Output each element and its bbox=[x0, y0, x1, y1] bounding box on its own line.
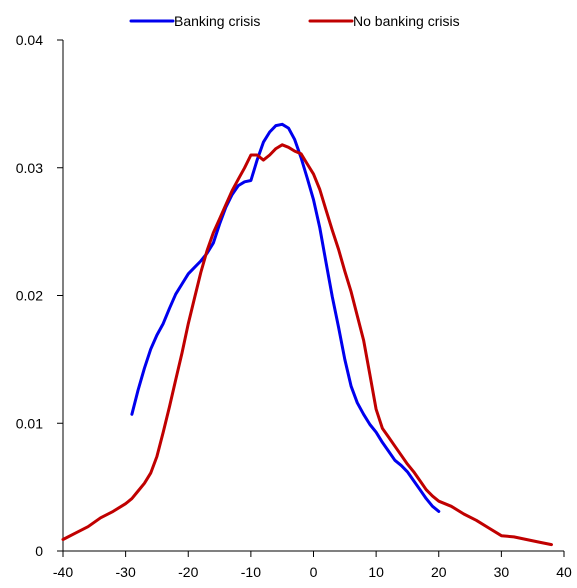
y-tick-label: 0.03 bbox=[16, 160, 43, 176]
x-tick-label: 30 bbox=[494, 564, 510, 580]
y-tick-label: 0.01 bbox=[16, 415, 43, 431]
x-tick-label: -30 bbox=[116, 564, 136, 580]
y-tick-label: 0.02 bbox=[16, 288, 43, 304]
series-line-0 bbox=[130, 122, 441, 513]
x-tick-label: 40 bbox=[556, 564, 572, 580]
legend-label-0: Banking crisis bbox=[174, 13, 260, 29]
x-tick-label: -40 bbox=[53, 564, 73, 580]
axes-layer: 0 0.01 0.02 0.03 0.04 -40 -30 -20 -10 0 10 20 30 40 bbox=[16, 32, 572, 580]
y-tick-label: 0.04 bbox=[16, 32, 43, 48]
x-tick-label: -10 bbox=[241, 564, 261, 580]
legend-label-1: No banking crisis bbox=[353, 13, 460, 29]
series-layer bbox=[61, 122, 553, 547]
legend: Banking crisis No banking crisis bbox=[129, 13, 460, 29]
series-line-1 bbox=[61, 143, 553, 547]
y-tick-label: 0 bbox=[35, 543, 43, 559]
x-tick-label: -20 bbox=[178, 564, 198, 580]
x-tick-label: 0 bbox=[310, 564, 318, 580]
x-tick-label: 10 bbox=[368, 564, 384, 580]
x-tick-label: 20 bbox=[431, 564, 447, 580]
